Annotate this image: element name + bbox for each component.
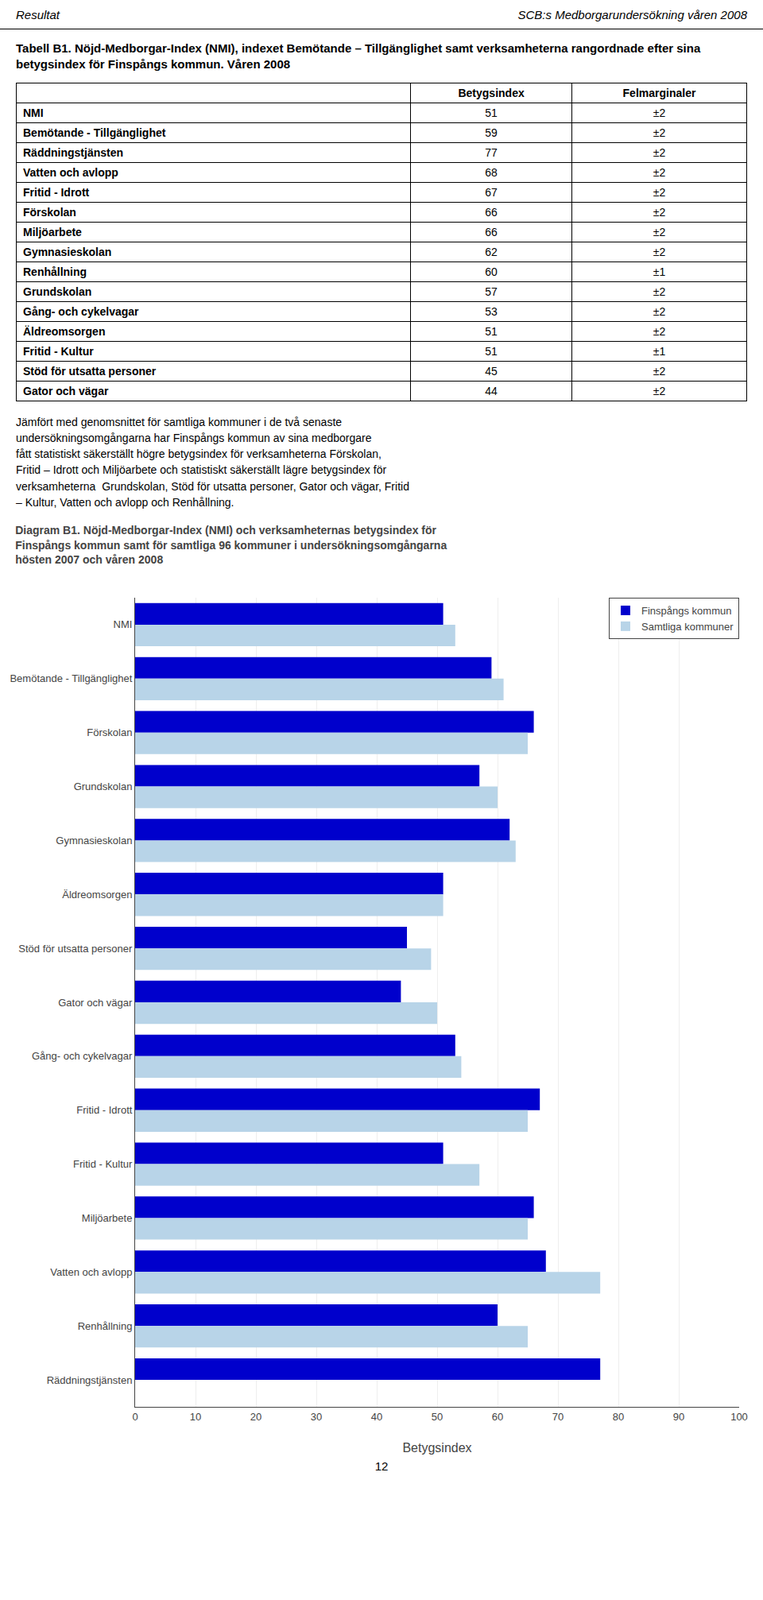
svg-text:Renhållning: Renhållning (77, 1320, 133, 1333)
html-text:Fritid - Idrott: Fritid - Idrott (23, 185, 90, 199)
html-text:Stöd för utsatta personer: Stöd för utsatta personer (23, 364, 157, 378)
html-text:NMI: NMI (23, 106, 44, 119)
svg-text:Fritid - Idrott: Fritid - Idrott (76, 1104, 132, 1117)
svg-text:Förskolan: Förskolan (86, 727, 132, 740)
svg-text:Gång- och cykelvagar: Gång- och cykelvagar (31, 1050, 133, 1063)
html-text:±2: ±2 (653, 165, 666, 179)
html-text:±2: ±2 (653, 125, 666, 139)
html-text:– Kultur, Vatten och avlopp oc: – Kultur, Vatten och avlopp och Renhålln… (15, 495, 235, 509)
html-text:Förskolan: Förskolan (23, 205, 77, 219)
html-text:Gator och vägar: Gator och vägar (23, 384, 109, 397)
html-text:66: 66 (485, 225, 498, 239)
svg-text:Räddningstjänsten: Räddningstjänsten (46, 1374, 133, 1387)
svg-text:50: 50 (431, 1410, 443, 1423)
html-text:59: 59 (485, 125, 498, 139)
html-text:53: 53 (485, 304, 498, 318)
svg-text:10: 10 (189, 1410, 202, 1423)
svg-text:Miljöarbete: Miljöarbete (81, 1212, 133, 1224)
html-text:77: 77 (485, 145, 498, 159)
html-text:51: 51 (485, 344, 498, 358)
html-text:±2: ±2 (653, 205, 666, 219)
svg-text:Fritid - Kultur: Fritid - Kultur (73, 1158, 133, 1170)
html-text:57: 57 (485, 284, 498, 298)
html-text:±2: ±2 (653, 106, 666, 119)
html-text:62: 62 (485, 245, 498, 258)
html-text:undersökningsomgångarna har Fi: undersökningsomgångarna har Finspångs ko… (15, 431, 372, 445)
html-text:±1: ±1 (653, 344, 666, 358)
svg-text:80: 80 (612, 1410, 624, 1423)
html-text:±2: ±2 (653, 284, 666, 298)
html-text:verksamheterna Grundskolan, St: verksamheterna Grundskolan, Stöd för uts… (15, 479, 410, 493)
html-text:45: 45 (485, 364, 498, 378)
svg-text:0: 0 (131, 1410, 138, 1423)
svg-text:Gator och vägar: Gator och vägar (58, 996, 133, 1009)
svg-text:70: 70 (552, 1410, 564, 1423)
html-text:Grundskolan: Grundskolan (23, 284, 92, 298)
svg-text:40: 40 (371, 1410, 383, 1423)
svg-text:Grundskolan: Grundskolan (73, 780, 133, 793)
svg-text:100: 100 (730, 1410, 748, 1423)
svg-text:Stöd för utsatta personer: Stöd för utsatta personer (18, 942, 133, 955)
html-text:±2: ±2 (653, 324, 666, 338)
svg-text:90: 90 (673, 1410, 685, 1423)
html-text:Gång- och cykelvagar: Gång- och cykelvagar (23, 304, 139, 318)
html-text:Fritid - Kultur: Fritid - Kultur (23, 344, 94, 358)
svg-text:Betygsindex: Betygsindex (402, 1440, 472, 1455)
html-text:SCB:s Medborgarundersökning vå: SCB:s Medborgarundersökning våren 2008 (517, 7, 748, 22)
html-text:Räddningstjänsten: Räddningstjänsten (23, 145, 124, 159)
svg-text:30: 30 (310, 1410, 322, 1423)
svg-text:Diagram B1. Nöjd-Medborgar-Ind: Diagram B1. Nöjd-Medborgar-Index (NMI) o… (15, 524, 447, 566)
html-text:60: 60 (485, 265, 498, 278)
html-text:51: 51 (485, 106, 498, 119)
svg-text:Äldreomsorgen: Äldreomsorgen (61, 888, 132, 901)
html-text:±2: ±2 (653, 145, 666, 159)
html-text:±2: ±2 (653, 384, 666, 397)
html-text:±2: ±2 (653, 185, 666, 199)
svg-text:Vatten och avlopp: Vatten och avlopp (50, 1266, 132, 1279)
html-text:Renhållning: Renhållning (23, 265, 87, 278)
html-text:±1: ±1 (653, 265, 666, 278)
svg-text:Samtliga kommuner: Samtliga kommuner (641, 620, 734, 633)
html-text:68: 68 (485, 165, 498, 179)
html-text:66: 66 (485, 205, 498, 219)
svg-text:Gymnasieskolan: Gymnasieskolan (55, 834, 132, 847)
html-text:Gymnasieskolan: Gymnasieskolan (23, 245, 112, 258)
html-text:67: 67 (485, 185, 498, 199)
svg-text:Finspångs kommun: Finspångs kommun (641, 604, 732, 617)
html-text:±2: ±2 (653, 304, 666, 318)
html-text:Äldreomsorgen: Äldreomsorgen (23, 324, 106, 338)
html-text:Felmarginaler: Felmarginaler (622, 86, 696, 99)
html-text:44: 44 (485, 384, 498, 397)
html-text:Fritid – Idrott och Miljöarbet: Fritid – Idrott och Miljöarbete och stat… (15, 463, 387, 477)
html-text:±2: ±2 (653, 225, 666, 239)
html-text:Bemötande - Tillgänglighet: Bemötande - Tillgänglighet (23, 125, 166, 139)
svg-text:20: 20 (250, 1410, 262, 1423)
html-text:Betygsindex: Betygsindex (458, 86, 525, 99)
html-text:±2: ±2 (653, 245, 666, 258)
svg-text:Bemötande - Tillgänglighet: Bemötande - Tillgänglighet (9, 673, 132, 686)
html-text:Tabell B1. Nöjd-Medborgar-Inde: Tabell B1. Nöjd-Medborgar-Index (NMI), i… (15, 41, 701, 71)
html-text:Resultat: Resultat (15, 7, 60, 22)
html-text:Miljöarbete: Miljöarbete (23, 225, 82, 239)
html-text:Jämfört med genomsnittet för s: Jämfört med genomsnittet för samtliga ko… (15, 415, 342, 428)
html-text:12: 12 (374, 1459, 389, 1473)
html-text:fått statistiskt säkerställt h: fått statistiskt säkerställt högre betyg… (15, 447, 382, 461)
html-text:±2: ±2 (653, 364, 666, 378)
html-text:Vatten och avlopp: Vatten och avlopp (23, 165, 119, 179)
html-text:51: 51 (485, 324, 498, 338)
svg-text:60: 60 (491, 1410, 504, 1423)
svg-text:NMI: NMI (113, 619, 133, 632)
